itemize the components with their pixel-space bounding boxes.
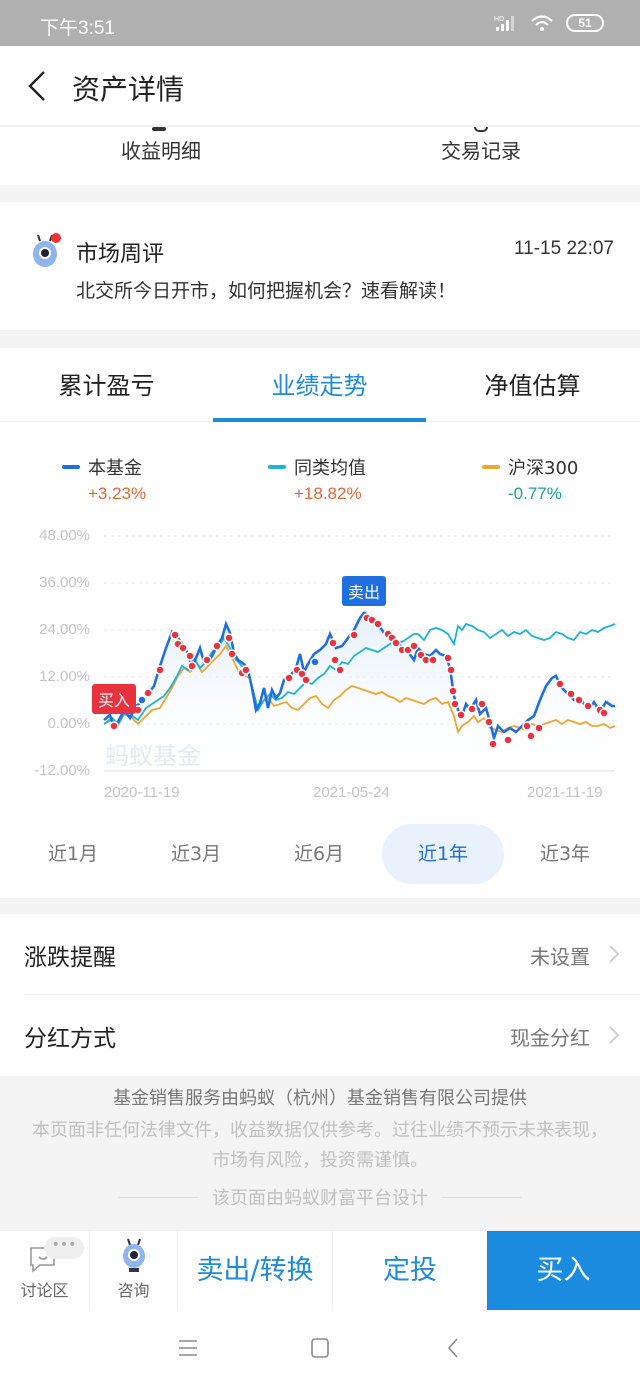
time-range-selector: 近1月 近3月 近6月 近1年 近3年 bbox=[0, 824, 640, 886]
detail-icon bbox=[152, 127, 166, 131]
consult-button[interactable]: 咨询 bbox=[90, 1231, 178, 1311]
y-tick: 48.00% bbox=[39, 527, 90, 544]
svg-text:HD: HD bbox=[494, 16, 504, 23]
ant-mascot-icon bbox=[123, 1238, 145, 1272]
dividend-method-value: 现金分红 bbox=[510, 1026, 590, 1050]
sell-marker-tag: 卖出 bbox=[342, 576, 387, 606]
shortcut-trade-records[interactable]: 交易记录 bbox=[441, 139, 521, 163]
range-3-months[interactable]: 近3月 bbox=[170, 843, 222, 865]
y-tick: 36.00% bbox=[39, 574, 90, 591]
legend-value-csi300: -0.77% bbox=[508, 484, 562, 503]
x-tick: 2021-05-24 bbox=[313, 784, 390, 801]
settings-card: 涨跌提醒 未设置 分红方式 现金分红 bbox=[0, 914, 640, 1076]
divider bbox=[442, 1196, 522, 1198]
sell-convert-button[interactable]: 卖出/转换 bbox=[178, 1231, 333, 1311]
discussion-button[interactable]: ••• 讨论区 bbox=[0, 1231, 90, 1311]
legend-csi300: 沪深300 -0.77% bbox=[482, 454, 640, 504]
performance-card: 累计盈亏 业绩走势 净值估算 本基金 +3.23% 同类均值 +18.82% 沪… bbox=[0, 348, 640, 898]
price-alert-row[interactable]: 涨跌提醒 未设置 bbox=[0, 914, 640, 995]
shortcut-income-detail[interactable]: 收益明细 bbox=[121, 139, 201, 163]
price-alert-label: 涨跌提醒 bbox=[24, 945, 116, 971]
range-3-years[interactable]: 近3年 bbox=[539, 843, 591, 865]
legend-value-peer: +18.82% bbox=[294, 484, 362, 503]
legal-footer: 基金销售服务由蚂蚁（杭州）基金销售有限公司提供 本页面非任何法律文件，收益数据仅… bbox=[0, 1080, 640, 1210]
auto-invest-button[interactable]: 定投 bbox=[383, 1255, 437, 1286]
provider-text: 基金销售服务由蚂蚁（杭州）基金销售有限公司提供 bbox=[113, 1088, 527, 1109]
tab-cumulative-pnl[interactable]: 累计盈亏 bbox=[58, 372, 155, 400]
range-1-month[interactable]: 近1月 bbox=[47, 843, 99, 865]
disclaimer-text: 本页面非任何法律文件，收益数据仅供参考。过往业绩不预示未来表现，市场有风险，投资… bbox=[32, 1120, 608, 1171]
legend-swatch-csi300 bbox=[482, 465, 500, 469]
tab-nav-estimate[interactable]: 净值估算 bbox=[484, 372, 581, 400]
system-nav-bar bbox=[0, 1310, 640, 1387]
status-bar: 下午3:51 HD 51 bbox=[0, 0, 640, 46]
legend-swatch-peer bbox=[268, 465, 286, 469]
status-time: 下午3:51 bbox=[40, 18, 115, 39]
home-icon[interactable] bbox=[308, 1336, 332, 1360]
back-icon[interactable] bbox=[442, 1336, 466, 1360]
wifi-icon bbox=[531, 15, 553, 31]
chart-tabs: 累计盈亏 业绩走势 净值估算 bbox=[0, 348, 640, 422]
y-tick: 0.00% bbox=[47, 715, 90, 732]
discussion-label: 讨论区 bbox=[20, 1281, 69, 1300]
dividend-method-label: 分红方式 bbox=[24, 1026, 116, 1052]
back-arrow-icon[interactable] bbox=[24, 68, 52, 104]
bottom-action-bar: ••• 讨论区 咨询 卖出/转换 定投 买入 bbox=[0, 1230, 640, 1311]
legend-value-fund: +3.23% bbox=[88, 484, 147, 503]
shortcut-row: 收益明细 交易记录 bbox=[0, 127, 640, 185]
active-tab-indicator bbox=[213, 418, 426, 422]
divider bbox=[118, 1196, 198, 1198]
signal-icon: HD bbox=[494, 16, 514, 31]
news-body: 北交所今日开市，如何把握机会？速看解读！ bbox=[76, 280, 457, 302]
y-tick: 12.00% bbox=[39, 668, 90, 685]
battery-icon: 51 bbox=[566, 14, 604, 32]
dividend-method-row[interactable]: 分红方式 现金分红 bbox=[0, 995, 640, 1076]
tab-performance-trend[interactable]: 业绩走势 bbox=[271, 372, 368, 400]
x-tick: 2021-11-19 bbox=[527, 784, 603, 801]
y-tick: 24.00% bbox=[39, 621, 90, 638]
legend-label: 本基金 bbox=[88, 458, 142, 479]
page-title: 资产详情 bbox=[72, 73, 185, 106]
legend-label: 同类均值 bbox=[294, 458, 366, 479]
ant-mascot-icon bbox=[33, 233, 61, 267]
designer-text: 该页面由蚂蚁财富平台设计 bbox=[212, 1188, 428, 1209]
menu-icon[interactable] bbox=[176, 1336, 200, 1360]
y-tick: -12.00% bbox=[34, 762, 90, 779]
buy-marker-tag: 买入 bbox=[92, 684, 137, 714]
performance-chart[interactable] bbox=[0, 518, 640, 788]
legend-peer-average: 同类均值 +18.82% bbox=[268, 454, 468, 504]
more-dots-icon: ••• bbox=[44, 1237, 84, 1259]
x-tick: 2020-11-19 bbox=[104, 784, 180, 801]
chevron-right-icon bbox=[609, 945, 620, 963]
market-review-card[interactable]: 市场周评 11-15 22:07 北交所今日开市，如何把握机会？速看解读！ bbox=[0, 202, 640, 330]
price-alert-value: 未设置 bbox=[530, 945, 590, 969]
buy-button[interactable]: 买入 bbox=[487, 1231, 640, 1311]
consult-label: 咨询 bbox=[117, 1281, 150, 1300]
news-time: 11-15 22:07 bbox=[513, 238, 614, 259]
range-6-months[interactable]: 近6月 bbox=[293, 843, 345, 865]
news-title: 市场周评 bbox=[76, 242, 165, 267]
legend-swatch-fund bbox=[62, 465, 80, 469]
chevron-right-icon bbox=[609, 1026, 620, 1044]
record-icon bbox=[474, 127, 488, 132]
legend-label: 沪深300 bbox=[508, 458, 579, 479]
range-1-year[interactable]: 近1年 bbox=[382, 824, 504, 884]
legend-fund: 本基金 +3.23% bbox=[62, 454, 262, 504]
nav-bar: 资产详情 bbox=[0, 46, 640, 126]
